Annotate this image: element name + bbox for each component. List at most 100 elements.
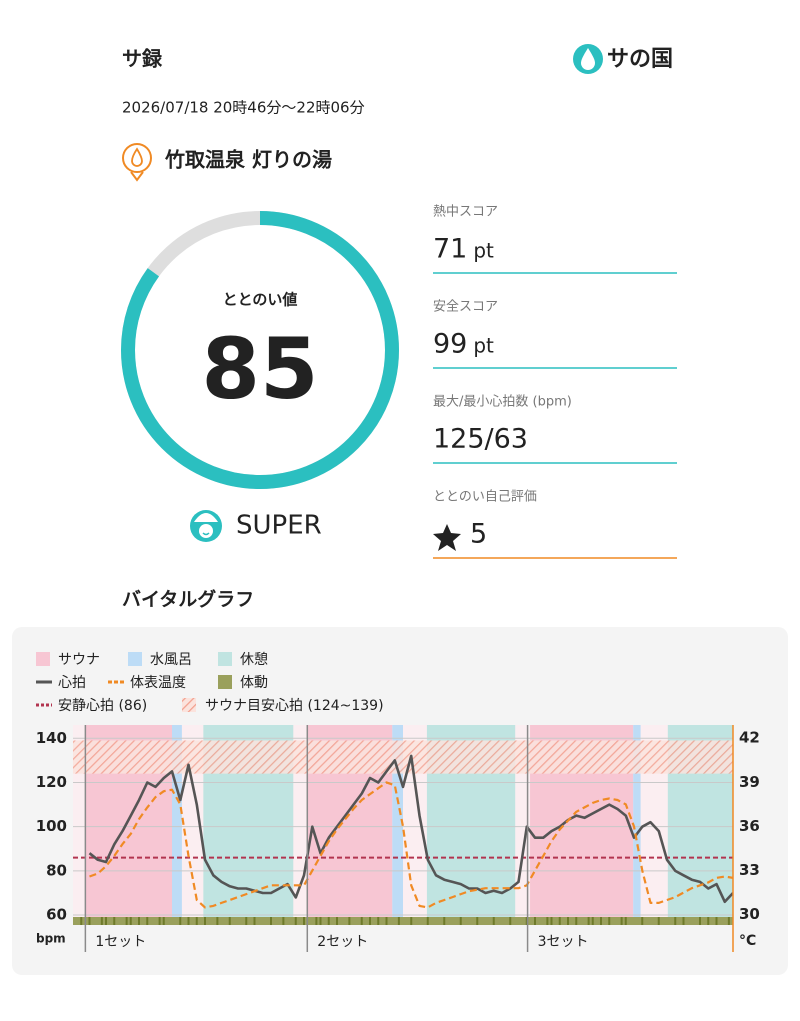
motion-mark xyxy=(204,917,206,925)
motion-mark xyxy=(509,917,512,925)
motion-mark xyxy=(228,917,231,925)
motion-mark xyxy=(348,917,351,925)
legend-label: 体動 xyxy=(240,675,268,691)
legend-swatch xyxy=(36,652,50,666)
motion-mark xyxy=(138,917,140,925)
motion-mark xyxy=(546,917,549,925)
motion-mark xyxy=(534,917,536,925)
set-label: 2セット xyxy=(317,934,368,950)
stat-unit: pt xyxy=(473,239,494,263)
legend-label: 休憩 xyxy=(240,651,268,668)
legend-label: 安静心拍 (86) xyxy=(58,698,147,714)
score-ring xyxy=(121,211,399,489)
motion-mark xyxy=(282,917,285,925)
legend-swatch xyxy=(128,652,142,666)
motion-strip xyxy=(73,917,733,925)
motion-mark xyxy=(715,917,718,925)
motion-mark xyxy=(608,917,611,925)
motion-mark xyxy=(600,917,602,925)
motion-mark xyxy=(727,917,730,925)
motion-mark xyxy=(699,917,701,925)
phase-band xyxy=(392,725,403,925)
motion-mark xyxy=(195,917,198,925)
y2-tick-label: 30 xyxy=(739,905,760,923)
motion-mark xyxy=(162,917,165,925)
phase-band xyxy=(172,725,182,925)
motion-mark xyxy=(125,917,128,925)
motion-mark xyxy=(187,917,190,925)
plot-area xyxy=(73,725,733,925)
motion-mark xyxy=(377,917,380,925)
motion-mark xyxy=(113,917,116,925)
motion-mark xyxy=(216,917,219,925)
motion-mark xyxy=(641,917,644,925)
legend-label: 水風呂 xyxy=(150,652,192,668)
motion-mark xyxy=(294,917,297,925)
motion-mark xyxy=(105,917,107,925)
motion-mark xyxy=(369,917,371,925)
stat-value: 99 xyxy=(433,329,467,360)
datetime: 2026/07/18 20時46分〜22時06分 xyxy=(122,99,365,117)
motion-mark xyxy=(410,917,413,925)
motion-mark xyxy=(550,917,553,925)
rank: SUPER xyxy=(236,511,322,541)
y-tick-label: 120 xyxy=(36,773,67,791)
legend-label: サウナ目安心拍 (124~139) xyxy=(205,698,384,714)
rank-icon xyxy=(190,510,222,542)
motion-mark xyxy=(591,917,594,925)
set-label: 1セット xyxy=(95,934,146,950)
y2-tick-label: 39 xyxy=(739,773,760,791)
motion-mark xyxy=(443,917,446,925)
motion-mark xyxy=(624,917,627,925)
motion-mark xyxy=(558,917,561,925)
logo-text: サの国 xyxy=(607,47,673,72)
motion-mark xyxy=(476,917,479,925)
y-tick-label: 140 xyxy=(36,729,67,747)
stat-value: 5 xyxy=(470,519,487,550)
y-tick-label: 100 xyxy=(36,817,67,835)
motion-mark xyxy=(270,917,272,925)
y2-unit: °C xyxy=(739,933,756,949)
set-label: 3セット xyxy=(538,934,589,950)
motion-mark xyxy=(674,917,677,925)
legend-swatch xyxy=(218,652,232,666)
title: サ録 xyxy=(122,47,163,71)
motion-mark xyxy=(129,917,132,925)
stat-label: 熱中スコア xyxy=(433,205,498,220)
star-icon xyxy=(433,524,461,551)
motion-mark xyxy=(319,917,322,925)
chart: 60 80 100 120 140 30 33 36 39 42 1セット 2セット 3セット bpm °C… xyxy=(36,651,760,952)
motion-mark xyxy=(245,917,248,925)
motion-mark xyxy=(459,917,462,925)
stat-label: 安全スコア xyxy=(433,300,498,315)
facility-name: 竹取温泉 灯りの湯 xyxy=(164,148,332,172)
motion-mark xyxy=(100,917,103,925)
y2-tick-label: 33 xyxy=(739,861,760,879)
section-title: バイタルグラフ xyxy=(122,588,254,611)
motion-mark xyxy=(620,917,623,925)
motion-mark xyxy=(567,917,569,925)
stat-unit: pt xyxy=(473,334,494,358)
stat-value: 71 xyxy=(433,234,467,265)
score-value: 85 xyxy=(202,320,319,418)
logo: サの国 xyxy=(573,44,673,74)
motion-mark xyxy=(575,917,578,925)
legend-label: 体表温度 xyxy=(130,675,186,691)
motion-mark xyxy=(303,917,305,925)
motion-mark xyxy=(587,917,590,925)
motion-mark xyxy=(657,917,660,925)
phase-band xyxy=(633,725,641,925)
legend-swatch xyxy=(218,675,232,689)
motion-mark xyxy=(146,917,149,925)
motion-mark xyxy=(492,917,495,925)
legend-swatch xyxy=(182,698,196,712)
motion-mark xyxy=(336,917,338,925)
y-unit: bpm xyxy=(36,932,66,946)
motion-mark xyxy=(315,917,318,925)
motion-mark xyxy=(327,917,330,925)
motion-mark xyxy=(397,917,400,925)
